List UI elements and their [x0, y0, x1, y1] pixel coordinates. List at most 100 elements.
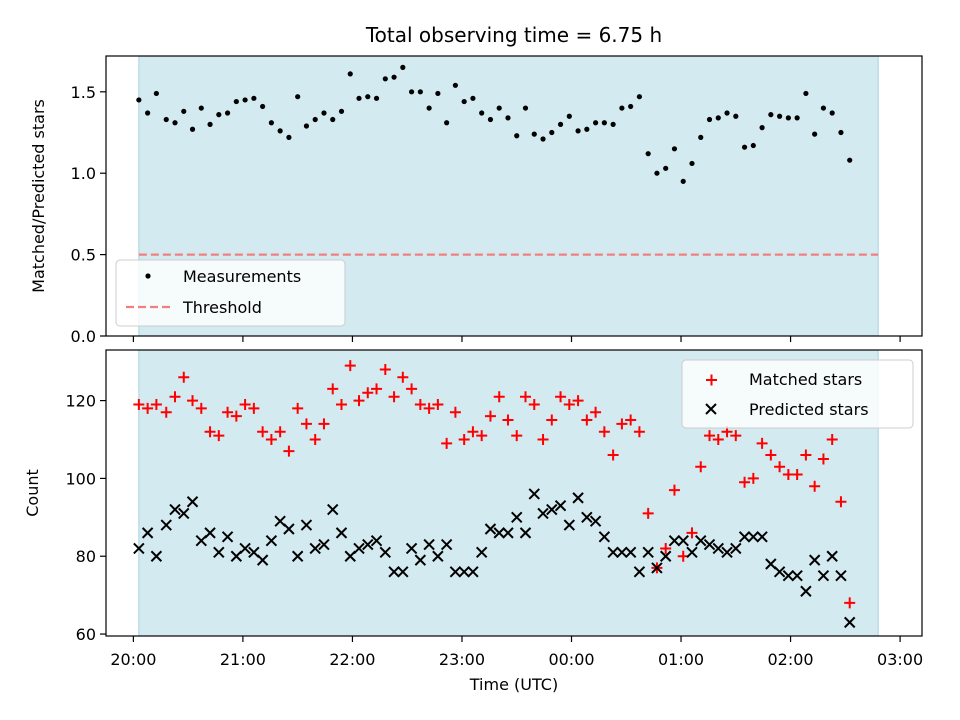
- matched-star-point: [581, 414, 593, 426]
- predicted-star-point: [405, 542, 418, 555]
- matched-star-point: [633, 426, 645, 438]
- measurement-point: [584, 126, 590, 132]
- predicted-star-point: [318, 538, 330, 551]
- predicted-star-point: [738, 531, 751, 543]
- measurement-point: [172, 120, 178, 126]
- predicted-star-point: [239, 542, 251, 555]
- measurement-point: [540, 136, 546, 142]
- measurement-point: [470, 95, 476, 101]
- measurement-point: [768, 112, 774, 118]
- measurement-point: [794, 115, 800, 121]
- predicted-star-point: [703, 538, 716, 551]
- count-x-tick-label: 23:00: [439, 650, 485, 669]
- measurement-point: [785, 115, 791, 121]
- matched-star-point: [133, 398, 145, 410]
- predicted-star-point: [379, 546, 392, 559]
- measurement-point: [347, 71, 353, 77]
- matched-star-point: [739, 476, 751, 488]
- matched-star-point: [371, 383, 383, 395]
- matched-star-point: [248, 402, 260, 414]
- predicted-star-point: [519, 527, 532, 539]
- measurement-point: [812, 131, 818, 137]
- predicted-star-point: [773, 566, 786, 578]
- predicted-star-point: [546, 503, 558, 516]
- legend-threshold-label: Threshold: [182, 298, 262, 317]
- matched-star-point: [362, 387, 374, 399]
- predicted-star-point: [817, 569, 830, 582]
- matched-star-point: [406, 383, 418, 395]
- predicted-star-point: [572, 492, 584, 504]
- predicted-star-point: [169, 503, 181, 516]
- matched-star-point: [213, 430, 225, 442]
- measurement-point: [408, 89, 415, 95]
- predicted-star-point: [651, 562, 663, 574]
- legend-predicted-marker: [705, 403, 717, 415]
- matched-star-point: [178, 371, 190, 383]
- matched-star-point: [520, 391, 532, 403]
- count-x-tick-label: 21:00: [220, 650, 266, 669]
- matched-star-point: [467, 426, 479, 438]
- measurement-point: [698, 134, 704, 140]
- predicted-star-point: [511, 511, 523, 524]
- measurement-point: [268, 120, 274, 126]
- measurement-point: [426, 105, 432, 111]
- predicted-star-point: [432, 550, 444, 562]
- predicted-star-point: [362, 538, 374, 551]
- predicted-star-point: [695, 534, 707, 547]
- matched-star-point: [642, 507, 654, 519]
- measurement-point: [671, 146, 678, 152]
- predicted-star-point: [616, 546, 628, 559]
- matched-star-point: [704, 430, 716, 442]
- measurement-point: [487, 116, 494, 123]
- matched-star-point: [432, 398, 444, 410]
- measurement-point: [452, 82, 459, 88]
- ratio-y-tick-label: 1.5: [71, 83, 96, 102]
- predicted-star-point: [213, 546, 225, 559]
- measurement-point: [365, 94, 371, 100]
- matched-star-point: [222, 406, 234, 418]
- measurement-point: [689, 160, 695, 167]
- measurement-point: [277, 128, 283, 134]
- measurement-point: [610, 121, 616, 127]
- matched-star-point: [265, 433, 277, 445]
- predicted-star-point: [291, 550, 304, 562]
- matched-star-point: [476, 430, 488, 442]
- matched-star-point: [598, 426, 610, 438]
- predicted-star-point: [414, 554, 427, 566]
- measurement-point: [181, 108, 187, 114]
- predicted-star-point: [449, 566, 462, 578]
- matched-star-point: [668, 484, 680, 496]
- predicted-star-point: [677, 534, 689, 547]
- legend-matched-marker: [706, 374, 717, 386]
- predicted-star-point: [221, 531, 234, 543]
- matched-star-point: [160, 406, 172, 418]
- predicted-star-point: [668, 534, 681, 547]
- ratio-y-tick-label: 1.0: [71, 164, 96, 183]
- matched-star-point: [826, 433, 838, 445]
- predicted-star-point: [721, 546, 733, 559]
- matched-star-point: [169, 391, 181, 403]
- predicted-star-point: [800, 585, 812, 597]
- measurement-point: [321, 110, 327, 116]
- matched-star-point: [747, 472, 759, 484]
- ratio-panel-frame: [105, 55, 923, 337]
- predicted-star-point: [178, 507, 190, 520]
- ratio-panel: 0.0 0.5 1.0 1.5 Measurements Threshold Matche…: [29, 55, 923, 346]
- predicted-star-point: [150, 550, 163, 562]
- count-x-tick-label: 20:00: [110, 650, 156, 669]
- predicted-star-point: [686, 546, 698, 559]
- count-x-tick-label: 02:00: [768, 650, 814, 669]
- measurement-point: [549, 129, 555, 136]
- count-y-axis-label: Count: [23, 469, 42, 517]
- matched-star-point: [809, 480, 821, 492]
- predicted-star-point: [844, 616, 856, 629]
- chart-title: Total observing time = 6.75 h: [365, 23, 662, 47]
- matched-star-point: [195, 402, 207, 414]
- predicted-star-point: [283, 523, 295, 535]
- measurement-point: [189, 126, 196, 132]
- predicted-star-point: [309, 542, 321, 555]
- predicted-star-point: [791, 569, 803, 582]
- matched-star-point: [292, 402, 304, 414]
- predicted-star-point: [160, 519, 172, 531]
- measurement-point: [715, 115, 721, 121]
